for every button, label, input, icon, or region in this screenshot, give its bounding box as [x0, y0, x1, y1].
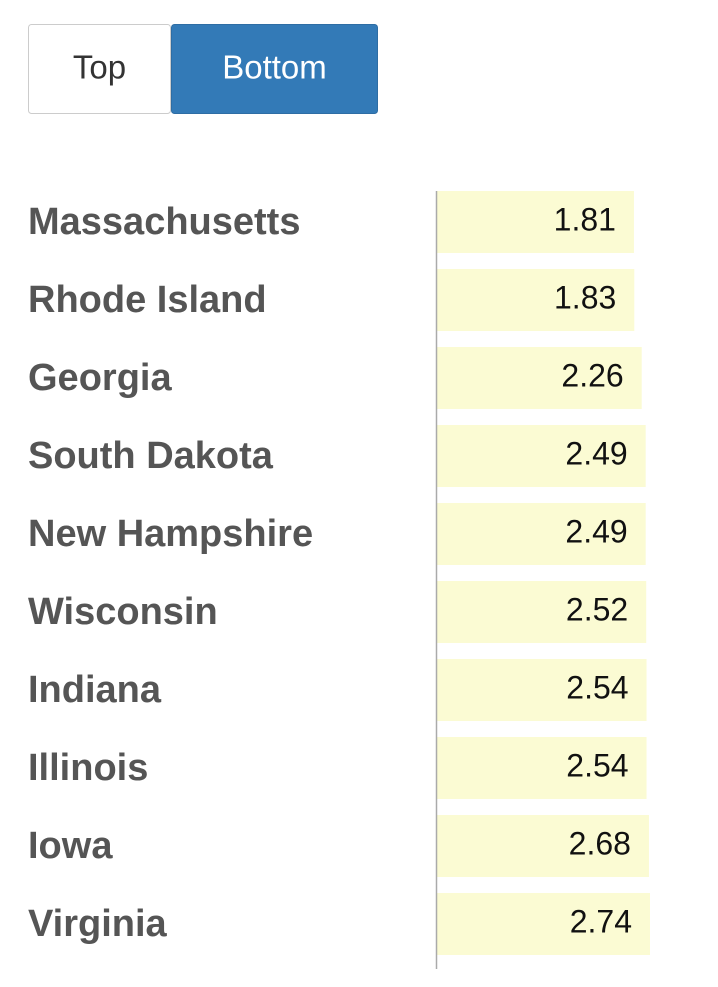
value-label: 1.81 — [554, 201, 616, 237]
row-label: Indiana — [28, 669, 162, 711]
row-label: Georgia — [28, 357, 172, 399]
row-label: Massachusetts — [28, 201, 300, 243]
value-label: 2.26 — [561, 357, 623, 393]
bar — [437, 191, 634, 253]
value-label: 2.68 — [569, 825, 631, 861]
value-label: 2.74 — [570, 903, 632, 939]
row-label: Virginia — [28, 903, 168, 945]
row-label: Iowa — [28, 825, 113, 867]
value-label: 2.54 — [566, 747, 628, 783]
bar — [437, 737, 647, 799]
bar — [437, 425, 646, 487]
bar — [437, 893, 650, 955]
toggle-button[interactable] — [28, 24, 171, 114]
value-label: 1.83 — [554, 279, 616, 315]
bar — [437, 503, 646, 565]
value-label: 2.52 — [566, 591, 628, 627]
bar — [437, 659, 647, 721]
value-label: 2.54 — [566, 669, 628, 705]
value-label: 2.49 — [565, 435, 627, 471]
row-label: Rhode Island — [28, 279, 267, 321]
row-label: New Hampshire — [28, 513, 313, 555]
row-label: Illinois — [28, 747, 148, 789]
toggle-button[interactable] — [171, 24, 378, 114]
row-label: Wisconsin — [28, 591, 218, 633]
toggle-label: Bottom — [222, 49, 327, 86]
bar — [437, 815, 649, 877]
bar — [437, 347, 642, 409]
bar — [437, 269, 635, 331]
row-label: South Dakota — [28, 435, 274, 477]
bar — [437, 581, 647, 643]
toggle-label: Top — [73, 49, 126, 86]
value-label: 2.49 — [565, 513, 627, 549]
